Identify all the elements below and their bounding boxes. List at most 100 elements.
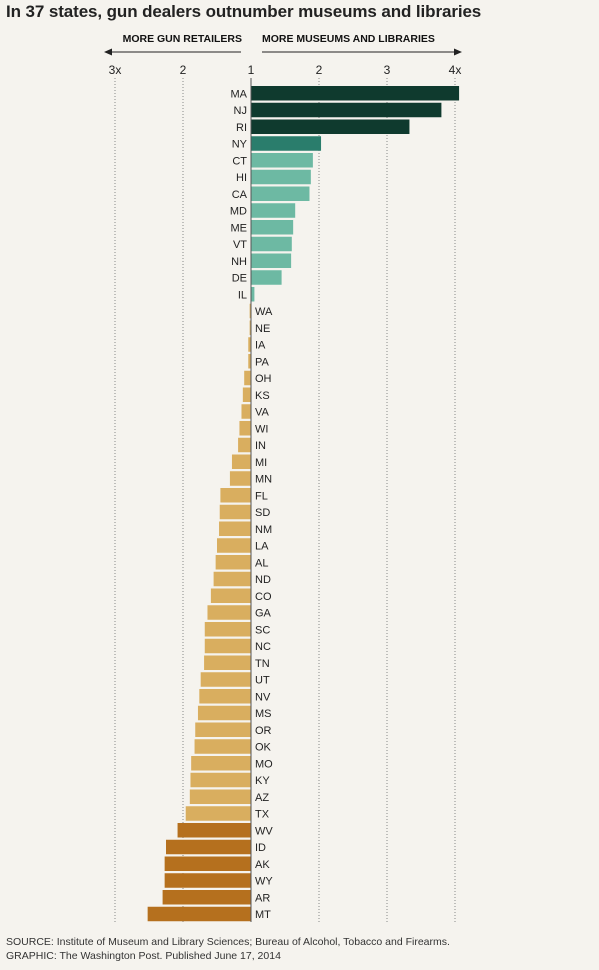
x-tick-label-3: 2 <box>316 63 323 77</box>
bar-ar <box>162 890 251 905</box>
state-label-tn: TN <box>255 658 270 670</box>
state-label-ne: NE <box>255 323 270 335</box>
bar-ky <box>190 772 251 788</box>
bar-id <box>166 839 251 855</box>
bar-ia <box>248 337 251 352</box>
bar-al <box>215 555 251 570</box>
state-label-hi: HI <box>236 172 247 184</box>
state-label-ct: CT <box>232 155 247 167</box>
x-tick-label-5: 4x <box>449 63 462 77</box>
arrow-right-head <box>454 48 462 56</box>
category-labels: MA NJ RI NY CT HI CA MD ME VT NH DE IL WA NE IA PA OH KS VA… <box>230 88 273 921</box>
state-label-mo: MO <box>255 758 273 770</box>
bar-in <box>238 437 251 453</box>
bar-mo <box>191 756 251 771</box>
state-label-nd: ND <box>255 574 271 586</box>
state-label-pa: PA <box>255 356 270 368</box>
state-label-ok: OK <box>255 742 272 754</box>
bar-chart: MORE GUN RETAILERS MORE MUSEUMS AND LIBR… <box>104 33 462 922</box>
bar-de <box>251 270 282 285</box>
x-tick-label-4: 3 <box>384 63 391 77</box>
graphic-credit: GRAPHIC: The Washington Post. Published … <box>6 950 281 962</box>
bar-ak <box>164 856 251 871</box>
state-label-nm: NM <box>255 524 272 536</box>
bar-pa <box>248 354 251 369</box>
state-label-nh: NH <box>231 256 247 268</box>
state-label-ga: GA <box>255 608 272 620</box>
state-label-in: IN <box>255 440 266 452</box>
state-label-oh: OH <box>255 373 272 385</box>
bar-nh <box>251 253 292 268</box>
state-label-vt: VT <box>233 239 247 251</box>
bar-oh <box>244 370 251 386</box>
state-label-me: ME <box>231 222 248 234</box>
state-label-ks: KS <box>255 390 270 402</box>
bar-ga <box>207 605 251 620</box>
bar-ri <box>251 119 410 134</box>
state-label-de: DE <box>232 273 247 285</box>
state-label-al: AL <box>255 557 268 569</box>
bar-wy <box>164 873 251 888</box>
bar-ny <box>251 136 322 151</box>
bar-me <box>251 220 294 235</box>
bar-ks <box>242 387 251 402</box>
state-label-mi: MI <box>255 457 267 469</box>
bar-nc <box>204 638 251 654</box>
x-tick-label-0: 3x <box>109 63 122 77</box>
state-label-nj: NJ <box>234 105 247 117</box>
state-label-ny: NY <box>232 139 248 151</box>
state-label-ia: IA <box>255 340 266 352</box>
state-label-wy: WY <box>255 876 273 888</box>
state-label-ma: MA <box>231 88 248 100</box>
bar-nv <box>199 689 251 704</box>
state-label-mn: MN <box>255 474 272 486</box>
state-label-fl: FL <box>255 490 268 502</box>
state-label-md: MD <box>230 206 247 218</box>
state-label-sd: SD <box>255 507 270 519</box>
state-label-nv: NV <box>255 691 271 703</box>
direction-right-label: MORE MUSEUMS AND LIBRARIES <box>262 33 435 45</box>
bar-wi <box>239 421 251 436</box>
bar-ca <box>251 186 310 201</box>
bar-wv <box>177 823 251 838</box>
state-label-wi: WI <box>255 423 268 435</box>
bar-or <box>195 722 251 737</box>
direction-left-label: MORE GUN RETAILERS <box>123 33 242 45</box>
bar-ut <box>200 672 251 687</box>
bar-mt <box>147 906 251 922</box>
state-label-or: OR <box>255 725 272 737</box>
state-label-nc: NC <box>255 641 271 653</box>
bar-fl <box>220 488 251 503</box>
state-label-ca: CA <box>232 189 248 201</box>
arrow-left-head <box>104 48 112 56</box>
bar-ct <box>251 153 313 168</box>
bar-wa <box>249 303 251 319</box>
state-label-ri: RI <box>236 122 247 134</box>
state-label-az: AZ <box>255 792 269 804</box>
bar-ne <box>249 320 251 335</box>
state-label-il: IL <box>238 289 247 301</box>
bar-sd <box>219 504 251 520</box>
state-label-ar: AR <box>255 892 270 904</box>
bar-nd <box>213 571 251 587</box>
bar-mi <box>231 454 251 469</box>
bar-sc <box>204 622 251 637</box>
state-label-ky: KY <box>255 775 270 787</box>
state-label-va: VA <box>255 407 270 419</box>
bar-md <box>251 203 296 218</box>
state-label-sc: SC <box>255 624 270 636</box>
state-label-ut: UT <box>255 675 270 687</box>
bars <box>147 86 460 922</box>
x-tick-label-1: 2 <box>180 63 187 77</box>
bar-ok <box>194 739 251 754</box>
bar-mn <box>229 471 251 486</box>
state-label-wa: WA <box>255 306 273 318</box>
state-label-wv: WV <box>255 825 273 837</box>
state-label-ak: AK <box>255 859 270 871</box>
bar-il <box>251 287 255 302</box>
x-tick-label-2: 1 <box>248 63 255 77</box>
state-label-id: ID <box>255 842 266 854</box>
bar-az <box>189 789 251 804</box>
bar-co <box>210 588 251 603</box>
bar-vt <box>251 236 292 252</box>
